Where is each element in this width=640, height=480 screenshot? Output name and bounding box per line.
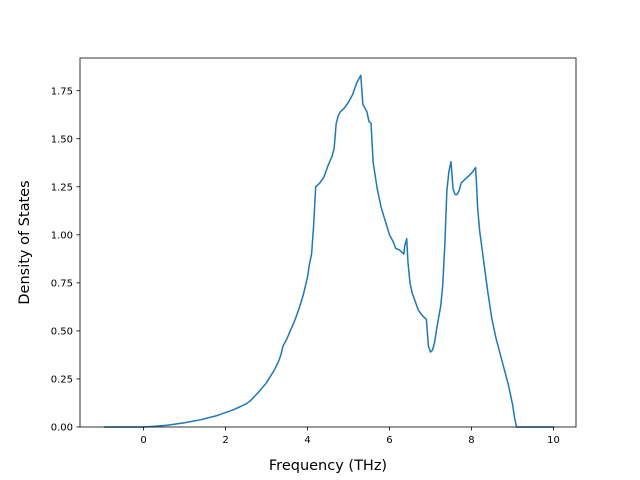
x-axis-title: Frequency (THz) bbox=[269, 458, 387, 474]
y-tick-label: 0.50 bbox=[51, 327, 73, 338]
axes-frame bbox=[79, 57, 577, 428]
y-axis: 0.00 0.25 0.50 0.75 1.00 1.25 1.50 1.75 bbox=[51, 86, 80, 434]
y-tick-label: 1.25 bbox=[51, 182, 73, 193]
y-tick-label: 1.75 bbox=[51, 86, 73, 97]
y-tick-label: 1.50 bbox=[51, 134, 73, 145]
x-tick-label: 10 bbox=[547, 435, 560, 446]
x-tick-label: 6 bbox=[386, 435, 392, 446]
y-tick-label: 1.00 bbox=[51, 230, 73, 241]
x-tick-label: 2 bbox=[222, 435, 228, 446]
y-tick-label: 0.25 bbox=[51, 375, 73, 386]
y-tick-label: 0.75 bbox=[51, 278, 73, 289]
x-tick-label: 0 bbox=[140, 435, 146, 446]
y-axis-title: Density of States bbox=[17, 180, 33, 304]
dos-line-0 bbox=[103, 74, 555, 428]
x-tick-label: 4 bbox=[304, 435, 310, 446]
x-tick-label: 8 bbox=[468, 435, 474, 446]
plot-area bbox=[103, 74, 555, 428]
x-axis: 0 2 4 6 8 10 bbox=[140, 427, 560, 446]
y-tick-label: 0.00 bbox=[51, 423, 73, 434]
